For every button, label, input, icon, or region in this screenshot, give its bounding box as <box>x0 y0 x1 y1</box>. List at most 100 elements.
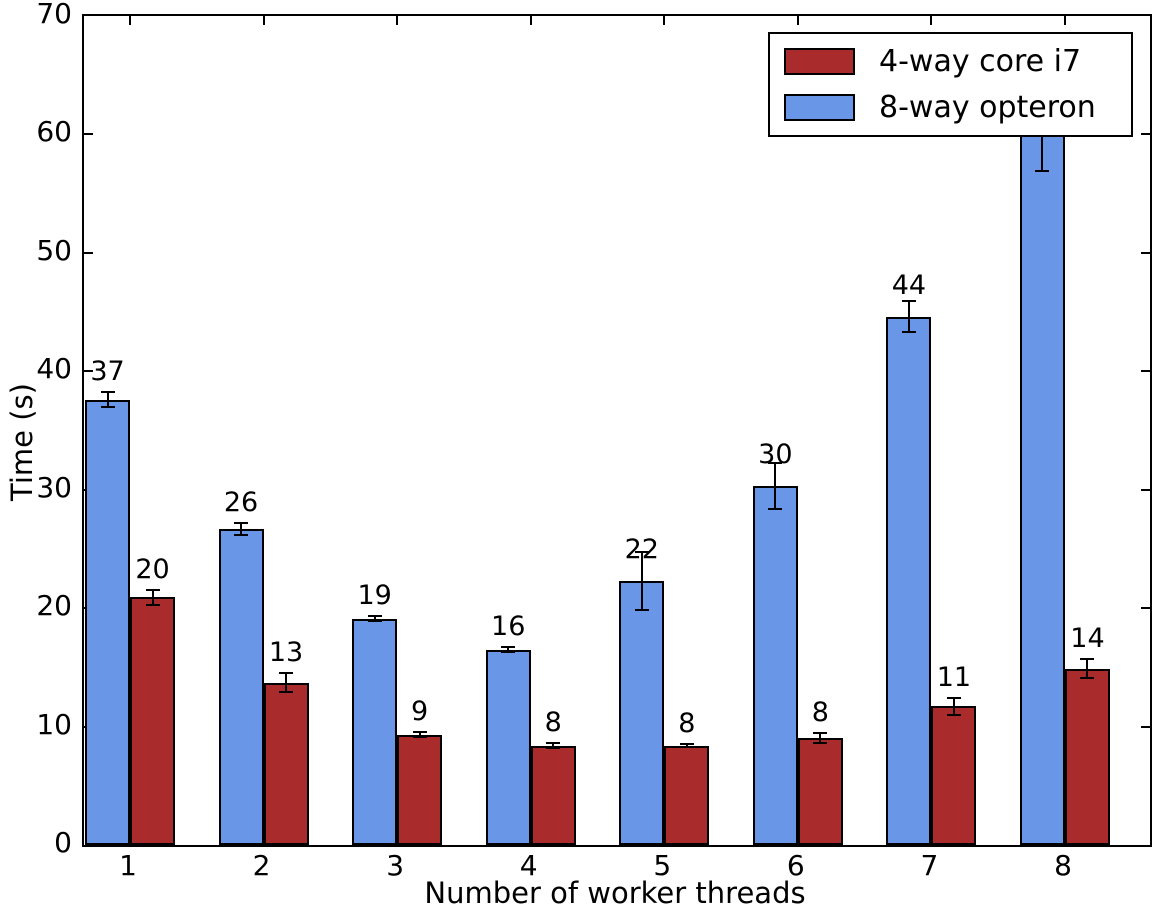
bar-4-way-core-i7-8 <box>1064 668 1110 845</box>
bar-4-way-core-i7-4 <box>530 745 576 845</box>
error-bar-cap-bottom <box>234 533 249 536</box>
x-tick-top <box>129 16 131 25</box>
error-bar-line <box>373 615 376 623</box>
error-bar <box>634 551 649 611</box>
error-bar <box>412 731 427 739</box>
error-bar-cap-bottom <box>145 603 160 606</box>
y-tick-left <box>84 370 93 373</box>
y-tick-label: 50 <box>36 233 72 267</box>
legend-label: 8-way opteron <box>879 89 1096 125</box>
error-bar-line <box>418 731 421 739</box>
bar-4-way-core-i7-6 <box>797 738 843 845</box>
y-tick-label: 40 <box>36 352 72 386</box>
bar-value-label: 9 <box>411 696 429 728</box>
x-tick-top <box>396 16 399 25</box>
error-bar-cap-bottom <box>813 742 828 745</box>
bar-value-label: 37 <box>90 356 125 388</box>
error-bar-line <box>106 391 109 408</box>
y-tick-label: 10 <box>36 707 72 741</box>
y-tick-label: 20 <box>36 589 72 623</box>
error-bar-cap-bottom <box>279 691 294 694</box>
error-bar <box>901 300 916 334</box>
bar-value-label: 8 <box>678 708 696 740</box>
bar-8-way-opteron-1 <box>85 399 130 845</box>
x-tick-label: 6 <box>786 849 805 882</box>
bar-8-way-opteron-6 <box>752 486 798 845</box>
bar-8-way-opteron-5 <box>619 580 665 845</box>
bar-8-way-opteron-2 <box>218 528 264 845</box>
legend-label: 4-way core i7 <box>879 44 1082 80</box>
error-bar-cap-bottom <box>1035 170 1050 173</box>
error-bar-line <box>151 589 154 606</box>
error-bar-cap-bottom <box>100 405 115 408</box>
error-bar-cap-bottom <box>768 507 783 510</box>
error-bar-cap-bottom <box>501 651 516 654</box>
y-tick-label: 70 <box>36 0 72 30</box>
x-tick-label: 4 <box>519 849 538 882</box>
bar-value-label: 44 <box>891 269 927 301</box>
legend-swatch <box>784 93 855 121</box>
error-bar-cap-top <box>1080 657 1095 660</box>
x-tick-label: 2 <box>252 849 271 882</box>
bar-value-label: 14 <box>1070 622 1105 654</box>
error-bar-cap-top <box>946 696 961 699</box>
x-tick-top <box>796 16 799 25</box>
error-bar-line <box>952 696 955 716</box>
error-bar-cap-bottom <box>412 736 427 739</box>
error-bar <box>546 741 561 750</box>
error-bar-cap-top <box>412 731 427 734</box>
error-bar <box>679 743 694 748</box>
error-bar-line <box>285 672 288 694</box>
error-bar <box>813 732 828 745</box>
bar-8-way-opteron-4 <box>485 649 531 845</box>
error-bar <box>100 391 115 408</box>
bar-8-way-opteron-7 <box>886 316 932 845</box>
error-bar <box>145 589 160 606</box>
error-bar <box>367 615 382 623</box>
error-bar-cap-top <box>546 741 561 744</box>
error-bar <box>501 646 516 654</box>
y-tick-label: 30 <box>36 470 72 504</box>
x-tick-label: 5 <box>653 849 672 882</box>
error-bar-cap-bottom <box>634 608 649 611</box>
error-bar-cap-top <box>901 300 916 303</box>
y-tick-right <box>1141 251 1150 254</box>
error-bar-cap-top <box>279 672 294 675</box>
error-bar-cap-bottom <box>1080 677 1095 680</box>
error-bar-cap-bottom <box>946 713 961 716</box>
error-bar-line <box>552 741 555 750</box>
error-bar-cap-top <box>679 743 694 746</box>
x-tick-top <box>529 16 532 25</box>
error-bar-cap-bottom <box>367 620 382 623</box>
legend-row: 8-way opteron <box>784 90 1131 125</box>
bar-value-label: 19 <box>357 580 392 612</box>
error-bar-cap-bottom <box>546 747 561 750</box>
legend-swatch <box>784 48 855 76</box>
bar-4-way-core-i7-2 <box>263 682 309 845</box>
y-tick-right <box>1141 370 1150 373</box>
bar-8-way-opteron-3 <box>352 618 398 845</box>
error-bar <box>234 521 249 536</box>
error-bar-line <box>240 521 243 536</box>
x-tick-label: 3 <box>386 849 405 882</box>
error-bar <box>946 696 961 716</box>
bar-value-label: 20 <box>135 554 170 586</box>
error-bar-cap-top <box>813 732 828 735</box>
y-tick-label: 0 <box>54 826 72 859</box>
error-bar <box>768 462 783 510</box>
error-bar-line <box>685 743 688 748</box>
y-tick-left <box>84 133 93 136</box>
error-bar <box>279 672 294 694</box>
y-tick-right <box>1141 488 1150 491</box>
error-bar-line <box>640 551 643 611</box>
plot-area: 37 26 19 16 22 30 44 20 13 9 8 8 8 11 14 <box>82 14 1152 847</box>
x-tick-top <box>930 16 933 25</box>
bar-value-label: 8 <box>544 706 562 738</box>
x-tick-top <box>663 16 666 25</box>
y-tick-right <box>1141 607 1150 610</box>
x-tick-label: 1 <box>119 849 137 882</box>
error-bar-cap-top <box>145 589 160 592</box>
error-bar-cap-top <box>100 391 115 394</box>
y-tick-right <box>1141 133 1150 136</box>
